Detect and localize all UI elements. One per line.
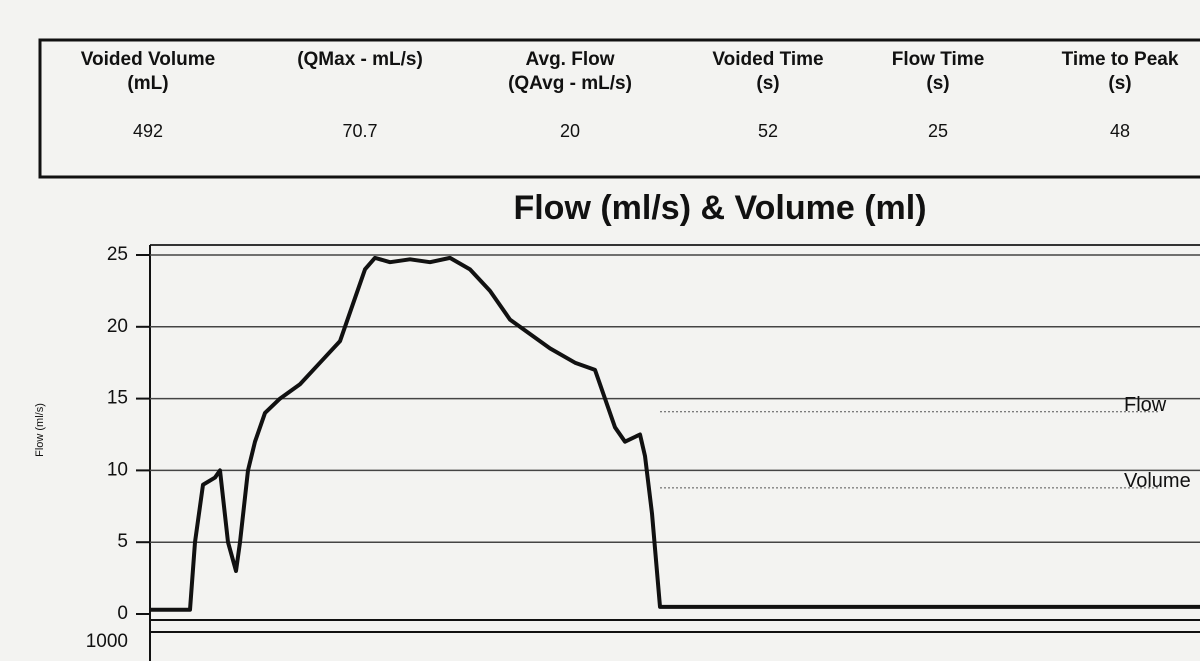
cell: 20	[560, 121, 580, 141]
cell: 25	[928, 121, 948, 141]
legend-label: Flow	[1124, 394, 1167, 416]
column-header: (s)	[926, 73, 949, 94]
column-header: Time to Peak	[1062, 49, 1179, 70]
cell: 492	[133, 121, 163, 141]
summary-box	[38, 38, 1200, 179]
column-header: (QMax - mL/s)	[297, 49, 423, 70]
column-header: Voided Time	[712, 49, 823, 70]
y-tick-label: 0	[117, 603, 128, 624]
summary-table: Voided Volume (mL) (QMax - mL/s) Avg. Flow (…	[81, 49, 1179, 141]
column-header: Avg. Flow	[525, 49, 614, 70]
cell: 48	[1110, 121, 1130, 141]
legend-label: Volume	[1124, 470, 1191, 492]
flow-line	[150, 255, 1200, 612]
column-header: (mL)	[127, 73, 168, 94]
plot: 0 5 10 15 20 25 Flow Volume	[107, 244, 1200, 624]
cell: 52	[758, 121, 778, 141]
second-axis-tick: 1000	[86, 631, 128, 652]
column-header: (QAvg - mL/s)	[508, 73, 632, 94]
cell: 70.7	[342, 121, 377, 141]
column-header: (s)	[756, 73, 779, 94]
y-tick-label: 10	[107, 459, 128, 480]
column-header: (s)	[1108, 73, 1131, 94]
y-tick-label: 25	[107, 244, 128, 265]
column-header: Flow Time	[892, 49, 985, 70]
y-axis-label: Flow (ml/s)	[34, 403, 46, 457]
column-header: Voided Volume	[81, 49, 215, 70]
chart-title: Flow (ml/s) & Volume (ml)	[513, 189, 926, 227]
y-tick-label: 5	[117, 531, 128, 552]
y-tick-label: 20	[107, 316, 128, 337]
y-tick-label: 15	[107, 388, 128, 409]
